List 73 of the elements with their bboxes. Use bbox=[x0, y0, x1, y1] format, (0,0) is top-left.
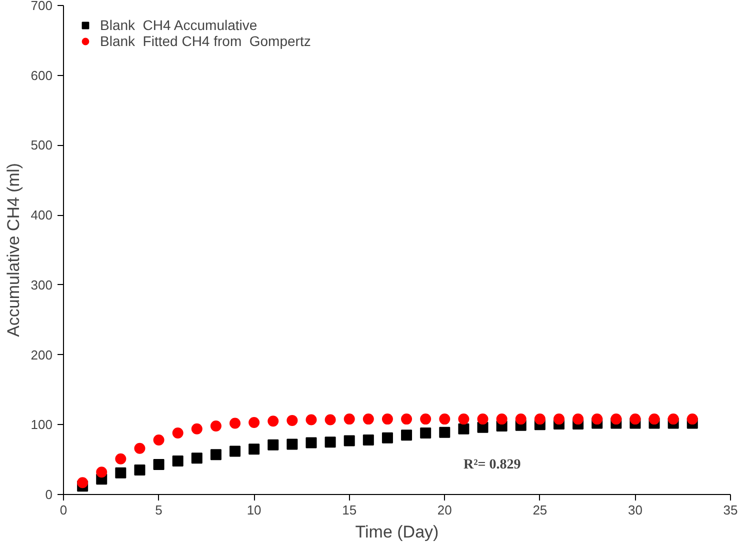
legend-label: Blank Fitted CH4 from Gompertz bbox=[100, 33, 311, 49]
point bbox=[668, 414, 679, 425]
x-tick-label: 10 bbox=[246, 502, 262, 518]
point bbox=[572, 414, 584, 425]
point bbox=[248, 444, 260, 455]
point bbox=[248, 417, 260, 428]
point bbox=[382, 432, 393, 444]
y-tick-label: 700 bbox=[30, 0, 53, 13]
x-tick-label: 25 bbox=[532, 502, 548, 518]
legend-label: Blank CH4 Accumulative bbox=[100, 17, 258, 33]
x-tick-label: 0 bbox=[60, 502, 68, 518]
point bbox=[96, 466, 108, 478]
point bbox=[210, 420, 222, 432]
point bbox=[115, 453, 126, 464]
point bbox=[324, 414, 336, 426]
point bbox=[324, 436, 336, 448]
point bbox=[134, 464, 146, 476]
point bbox=[286, 438, 298, 450]
point bbox=[382, 414, 393, 425]
point bbox=[115, 467, 126, 478]
point bbox=[401, 414, 412, 425]
point bbox=[230, 446, 241, 457]
point bbox=[477, 414, 488, 425]
annotation: R²= 0.829 bbox=[464, 458, 521, 472]
point bbox=[172, 428, 184, 439]
x-tick-label: 15 bbox=[342, 502, 357, 518]
point bbox=[268, 416, 279, 427]
point bbox=[153, 434, 164, 446]
point bbox=[458, 414, 470, 425]
point bbox=[191, 452, 202, 464]
point bbox=[496, 414, 508, 425]
y-tick-label: 600 bbox=[30, 68, 53, 83]
point bbox=[210, 449, 222, 460]
point bbox=[553, 414, 564, 425]
x-tick-label: 5 bbox=[155, 502, 162, 518]
point bbox=[191, 423, 202, 434]
point bbox=[592, 414, 603, 425]
x-tick-label: 35 bbox=[723, 502, 738, 518]
y-tick-label: 300 bbox=[30, 277, 53, 292]
point bbox=[420, 414, 432, 425]
y-tick-label: 500 bbox=[30, 138, 53, 153]
x-tick-label: 30 bbox=[628, 502, 642, 518]
point bbox=[630, 414, 641, 425]
point bbox=[344, 414, 355, 425]
point bbox=[230, 418, 241, 429]
x-axis-title: Time (Day) bbox=[355, 522, 439, 542]
point bbox=[648, 414, 660, 425]
point bbox=[268, 439, 279, 450]
point bbox=[515, 414, 526, 425]
point bbox=[610, 414, 622, 425]
y-tick-label: 400 bbox=[30, 208, 53, 223]
y-tick-label: 100 bbox=[30, 417, 53, 432]
point bbox=[153, 458, 164, 470]
point bbox=[420, 428, 432, 439]
point bbox=[439, 414, 450, 425]
point bbox=[534, 414, 546, 425]
point bbox=[306, 414, 317, 426]
point bbox=[401, 430, 412, 441]
point bbox=[362, 414, 374, 425]
x-tick-label: 20 bbox=[437, 502, 452, 518]
point bbox=[686, 414, 698, 425]
point bbox=[362, 434, 374, 446]
point bbox=[134, 442, 146, 454]
point bbox=[172, 455, 184, 466]
y-axis-title: Accumulative CH4 (ml) bbox=[4, 163, 23, 337]
point bbox=[458, 423, 470, 434]
y-tick-label: 200 bbox=[30, 347, 53, 362]
point bbox=[306, 437, 317, 448]
y-tick-label: 0 bbox=[45, 487, 53, 502]
point bbox=[439, 426, 450, 438]
point bbox=[286, 414, 298, 426]
point bbox=[344, 435, 355, 446]
point bbox=[77, 477, 88, 488]
